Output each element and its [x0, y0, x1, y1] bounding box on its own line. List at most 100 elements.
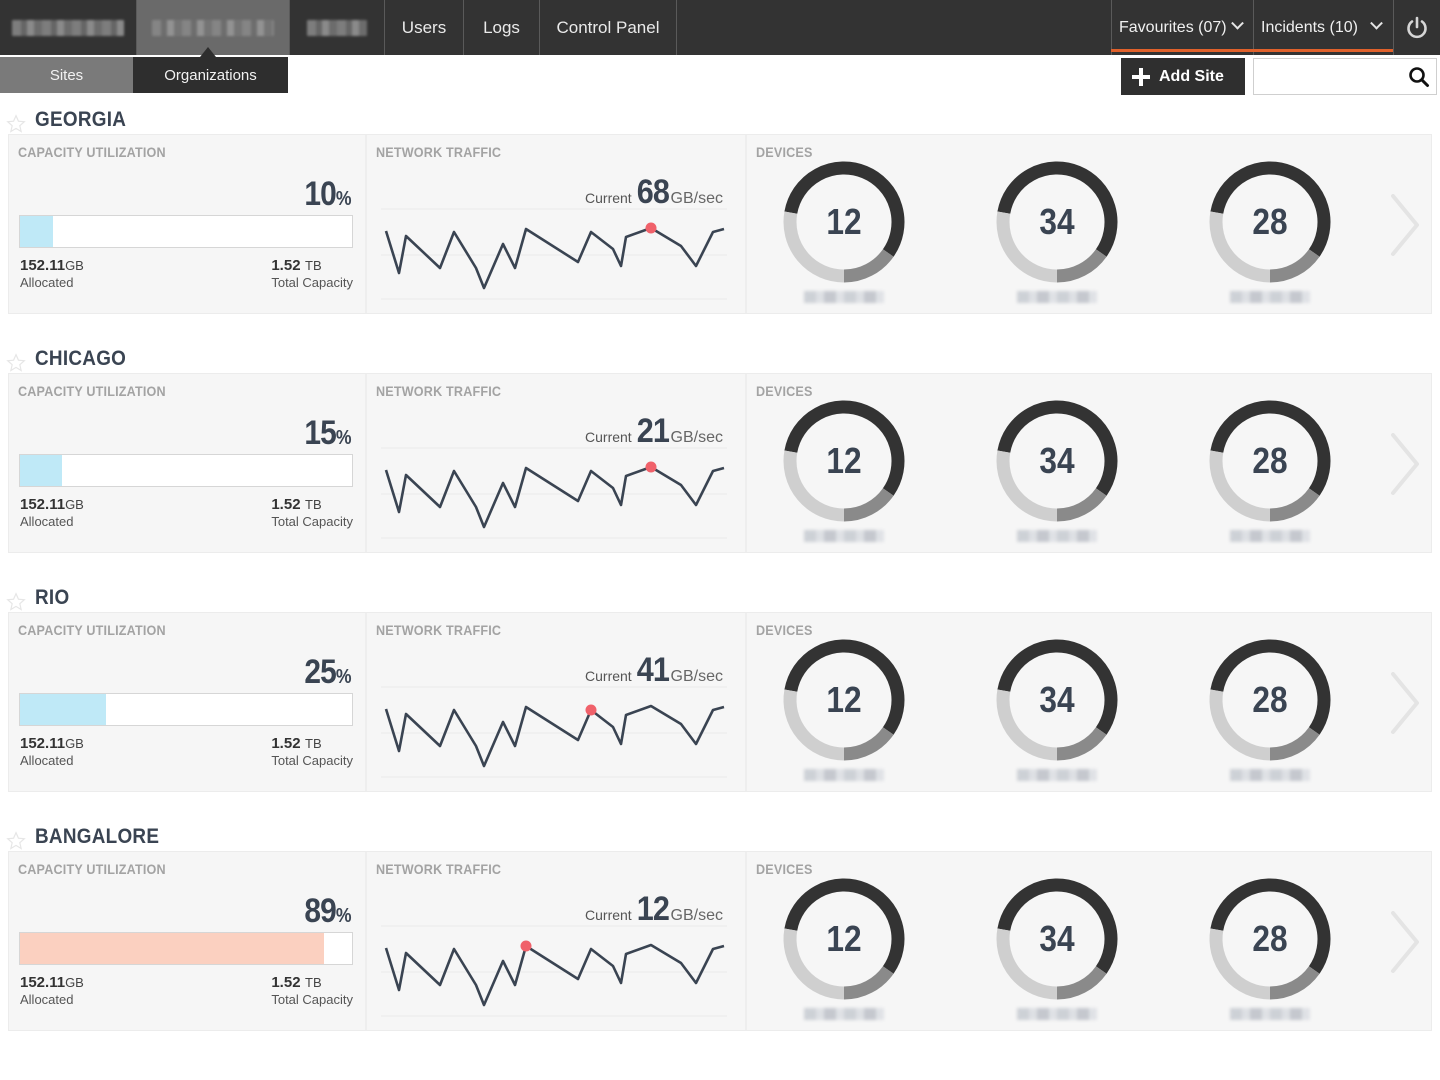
network-traffic-section: NETWORK TRAFFIC Current 68 GB/sec — [365, 135, 743, 313]
search-icon[interactable] — [1408, 66, 1430, 88]
tab-sites[interactable]: Sites — [0, 57, 133, 93]
donut-ring — [996, 161, 1118, 283]
allocated-label: Allocated — [20, 514, 74, 529]
capacity-label: CAPACITY UTILIZATION — [18, 144, 166, 160]
capacity-label: CAPACITY UTILIZATION — [18, 383, 166, 399]
allocated-label: Allocated — [20, 753, 74, 768]
active-tab-pointer — [200, 47, 216, 57]
device-label-obscured — [1017, 291, 1097, 303]
active-underline — [1111, 49, 1393, 52]
capacity-utilization-section: CAPACITY UTILIZATION 89% 152.11GB Alloca… — [9, 852, 363, 1030]
allocated-label: Allocated — [20, 992, 74, 1007]
allocated-label: Allocated — [20, 275, 74, 290]
favourite-star-icon[interactable] — [6, 114, 26, 134]
chevron-right-icon[interactable] — [1385, 907, 1425, 977]
capacity-bar-fill — [20, 455, 62, 486]
total-value: 1.52 — [271, 257, 301, 274]
donut-ring — [1209, 639, 1331, 761]
total-capacity-info: 1.52 TB Total Capacity — [271, 257, 353, 290]
capacity-percent: 15% — [304, 414, 352, 452]
capacity-bar — [19, 932, 353, 965]
device-count: 28 — [1252, 679, 1288, 720]
device-donut-1[interactable]: 12 — [782, 160, 906, 284]
total-capacity-label: Total Capacity — [271, 514, 353, 529]
capacity-percent: 89% — [304, 892, 352, 930]
network-traffic-sparkline — [381, 447, 727, 539]
devices-label: DEVICES — [756, 144, 813, 160]
power-button[interactable] — [1393, 0, 1440, 55]
site-card: RIO CAPACITY UTILIZATION 25% 152.11GB Al… — [0, 583, 1440, 822]
search-input[interactable] — [1254, 59, 1404, 94]
chevron-right-icon[interactable] — [1385, 429, 1425, 499]
nav-item-obscured-3[interactable] — [290, 0, 385, 55]
site-name: CHICAGO — [35, 347, 127, 370]
allocated-info: 152.11GB Allocated — [20, 257, 84, 290]
device-count: 28 — [1252, 440, 1288, 481]
device-count: 34 — [1039, 918, 1075, 959]
nav-item-control-panel[interactable]: Control Panel — [540, 0, 677, 55]
nav-item-logs[interactable]: Logs — [464, 0, 540, 55]
device-label-obscured — [1017, 530, 1097, 542]
device-donut-1[interactable]: 12 — [782, 638, 906, 762]
total-capacity-info: 1.52 TB Total Capacity — [271, 496, 353, 529]
device-count: 12 — [826, 201, 862, 242]
site-name: BANGALORE — [35, 825, 160, 848]
device-donut-3[interactable]: 28 — [1208, 160, 1332, 284]
current-rate-value: 21 — [636, 412, 669, 450]
chevron-right-icon[interactable] — [1385, 668, 1425, 738]
current-point-marker — [645, 222, 657, 234]
chevron-right-icon[interactable] — [1385, 190, 1425, 260]
device-donut-3[interactable]: 28 — [1208, 638, 1332, 762]
current-point-marker — [645, 461, 657, 473]
favourite-star-icon[interactable] — [6, 831, 26, 851]
current-rate: Current 41 GB/sec — [585, 651, 723, 689]
current-rate: Current 12 GB/sec — [585, 890, 723, 928]
device-count: 12 — [826, 918, 862, 959]
device-donut-1[interactable]: 12 — [782, 399, 906, 523]
add-site-button[interactable]: Add Site — [1121, 58, 1245, 95]
total-capacity-label: Total Capacity — [271, 753, 353, 768]
plus-icon — [1132, 67, 1150, 86]
nav-item-obscured-2[interactable] — [137, 0, 290, 55]
device-count: 12 — [826, 440, 862, 481]
device-donut-3[interactable]: 28 — [1208, 877, 1332, 1001]
current-rate-value: 12 — [636, 890, 669, 928]
donut-ring — [783, 878, 905, 1000]
device-donut-2[interactable]: 34 — [995, 638, 1119, 762]
donut-ring — [996, 878, 1118, 1000]
favourite-star-icon[interactable] — [6, 353, 26, 373]
favourites-dropdown[interactable]: Favourites (07) — [1111, 0, 1253, 55]
network-label: NETWORK TRAFFIC — [376, 383, 502, 399]
allocated-value: 152.11 — [20, 257, 66, 274]
device-label-obscured — [1230, 1008, 1310, 1020]
total-capacity-info: 1.52 TB Total Capacity — [271, 974, 353, 1007]
devices-label: DEVICES — [756, 861, 813, 877]
device-donut-2[interactable]: 34 — [995, 399, 1119, 523]
device-label-obscured — [804, 1008, 884, 1020]
current-point-marker — [520, 940, 532, 952]
favourite-star-icon[interactable] — [6, 592, 26, 612]
device-count: 28 — [1252, 918, 1288, 959]
donut-ring — [783, 639, 905, 761]
device-label-obscured — [804, 291, 884, 303]
network-label: NETWORK TRAFFIC — [376, 622, 502, 638]
tab-organizations[interactable]: Organizations — [133, 57, 288, 93]
blurred-label — [12, 19, 124, 36]
allocated-info: 152.11GB Allocated — [20, 974, 84, 1007]
network-label: NETWORK TRAFFIC — [376, 861, 502, 877]
nav-item-obscured-1[interactable] — [0, 0, 137, 55]
nav-item-users[interactable]: Users — [385, 0, 464, 55]
site-name: GEORGIA — [35, 108, 127, 131]
allocated-value: 152.11 — [20, 974, 66, 991]
network-traffic-sparkline — [381, 686, 727, 778]
device-donut-2[interactable]: 34 — [995, 160, 1119, 284]
device-donut-1[interactable]: 12 — [782, 877, 906, 1001]
devices-section: DEVICES 12 34 28 — [745, 852, 1431, 1030]
current-point-marker — [585, 704, 597, 716]
search-box — [1253, 58, 1437, 95]
top-navigation: Users Logs Control Panel Favourites (07)… — [0, 0, 1440, 55]
incidents-dropdown[interactable]: Incidents (10) — [1253, 0, 1393, 55]
device-donut-2[interactable]: 34 — [995, 877, 1119, 1001]
current-rate: Current 21 GB/sec — [585, 412, 723, 450]
device-donut-3[interactable]: 28 — [1208, 399, 1332, 523]
